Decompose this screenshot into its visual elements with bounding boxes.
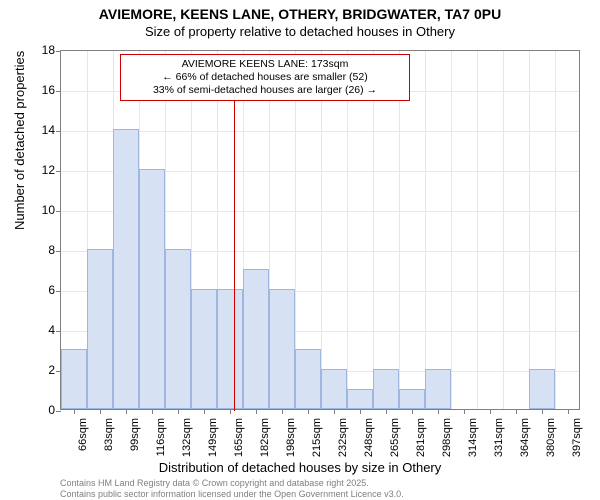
bar [191,289,217,409]
ytick-mark [56,331,61,332]
gridline-v [347,51,348,409]
bar [165,249,191,409]
credit-line-1: Contains HM Land Registry data © Crown c… [60,478,404,489]
xtick-label: 149sqm [207,418,219,457]
xtick-label: 182sqm [259,418,271,457]
ytick-mark [56,171,61,172]
xtick-label: 281sqm [415,418,427,457]
x-axis-label: Distribution of detached houses by size … [0,460,600,475]
ytick-mark [56,91,61,92]
gridline-v [503,51,504,409]
gridline-v [477,51,478,409]
xtick-label: 314sqm [467,418,479,457]
bar [113,129,139,409]
bar [61,349,87,409]
xtick-label: 116sqm [155,418,167,456]
xtick-mark [412,409,413,414]
xtick-label: 265sqm [389,418,401,457]
ytick-mark [56,411,61,412]
xtick-label: 364sqm [519,418,531,457]
annotation-box: AVIEMORE KEENS LANE: 173sqm← 66% of deta… [120,54,410,101]
bar [347,389,373,409]
xtick-mark [282,409,283,414]
ytick-label: 12 [15,163,55,177]
ytick-mark [56,51,61,52]
xtick-mark [126,409,127,414]
bar [243,269,269,409]
ytick-label: 16 [15,83,55,97]
bar [269,289,295,409]
bar [87,249,113,409]
xtick-mark [178,409,179,414]
xtick-mark [230,409,231,414]
ytick-label: 10 [15,203,55,217]
xtick-mark [490,409,491,414]
gridline-v [555,51,556,409]
plot-area [60,50,580,410]
bar [425,369,451,409]
xtick-label: 380sqm [545,418,557,457]
chart-title: AVIEMORE, KEENS LANE, OTHERY, BRIDGWATER… [0,6,600,22]
gridline-v [321,51,322,409]
footer-credits: Contains HM Land Registry data © Crown c… [60,478,404,500]
bar [529,369,555,409]
bar [321,369,347,409]
xtick-label: 215sqm [311,418,323,457]
gridline-v [529,51,530,409]
gridline-v [425,51,426,409]
gridline-v [373,51,374,409]
xtick-mark [360,409,361,414]
bar [399,389,425,409]
annotation-line-1: AVIEMORE KEENS LANE: 173sqm [127,58,403,71]
bar [295,349,321,409]
ytick-label: 8 [15,243,55,257]
xtick-mark [438,409,439,414]
xtick-mark [516,409,517,414]
ytick-mark [56,251,61,252]
bar [373,369,399,409]
xtick-label: 99sqm [129,418,141,451]
xtick-label: 165sqm [233,418,245,457]
gridline-v [451,51,452,409]
xtick-label: 83sqm [103,418,115,451]
reference-line [234,99,235,411]
ytick-label: 18 [15,43,55,57]
chart-subtitle: Size of property relative to detached ho… [0,24,600,39]
xtick-mark [308,409,309,414]
xtick-mark [386,409,387,414]
bar [217,289,243,409]
xtick-label: 331sqm [493,418,505,457]
xtick-mark [568,409,569,414]
ytick-label: 0 [15,403,55,417]
xtick-label: 298sqm [441,418,453,457]
xtick-mark [334,409,335,414]
xtick-label: 232sqm [337,418,349,457]
xtick-mark [204,409,205,414]
gridline-v [399,51,400,409]
xtick-label: 397sqm [571,418,583,457]
bar [139,169,165,409]
xtick-mark [152,409,153,414]
xtick-mark [100,409,101,414]
xtick-mark [256,409,257,414]
ytick-label: 2 [15,363,55,377]
xtick-label: 66sqm [77,418,89,451]
credit-line-2: Contains public sector information licen… [60,489,404,500]
annotation-line-3: 33% of semi-detached houses are larger (… [127,84,403,97]
ytick-mark [56,131,61,132]
xtick-label: 132sqm [181,418,193,457]
annotation-line-2: ← 66% of detached houses are smaller (52… [127,71,403,84]
ytick-mark [56,211,61,212]
ytick-label: 14 [15,123,55,137]
xtick-mark [464,409,465,414]
ytick-label: 6 [15,283,55,297]
xtick-label: 248sqm [363,418,375,457]
xtick-label: 198sqm [285,418,297,457]
ytick-mark [56,291,61,292]
xtick-mark [74,409,75,414]
ytick-label: 4 [15,323,55,337]
xtick-mark [542,409,543,414]
